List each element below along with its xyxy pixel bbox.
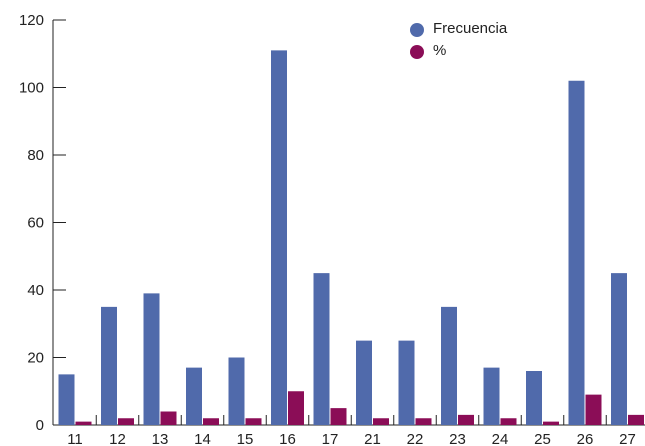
x-tick-label: 26 [577, 431, 594, 446]
bar-frecuencia [356, 340, 372, 425]
y-tick-label: 120 [19, 12, 44, 29]
legend-label: Frecuencia [433, 20, 508, 37]
bar-porcentaje [543, 421, 559, 425]
x-tick-label: 13 [152, 431, 169, 446]
bar-frecuencia [101, 306, 117, 425]
x-tick-label: 24 [492, 431, 509, 446]
x-tick-label: 23 [449, 431, 466, 446]
y-tick-label: 80 [27, 147, 44, 164]
bar-porcentaje [458, 414, 474, 425]
bar-porcentaje [628, 414, 644, 425]
y-tick-label: 20 [27, 350, 44, 367]
bar-frecuencia [313, 273, 330, 425]
bar-frecuencia [568, 80, 585, 425]
bar-porcentaje [373, 418, 389, 425]
bar-porcentaje [500, 418, 517, 425]
x-tick-label: 15 [237, 431, 254, 446]
bar-frecuencia [143, 293, 160, 425]
y-tick-label: 40 [27, 282, 44, 299]
bar-porcentaje [160, 411, 177, 425]
x-tick-label: 21 [364, 431, 381, 446]
x-tick-label: 17 [322, 431, 339, 446]
y-tick-label: 0 [36, 417, 44, 434]
bar-frecuencia [58, 374, 75, 425]
bar-porcentaje [330, 408, 347, 425]
bar-frecuencia [441, 306, 457, 425]
bar-frecuencia [483, 367, 500, 425]
legend: Frecuencia% [410, 20, 508, 59]
y-tick-label: 60 [27, 215, 44, 232]
bar-porcentaje [203, 418, 219, 425]
bar-frecuencia [228, 357, 245, 425]
x-tick-label: 14 [194, 431, 211, 446]
bar-frecuencia [186, 367, 202, 425]
axes: 0 20 40 60 80 100 120 11 12 13 14 15 16 17 21 22 23 24 25 2… [19, 12, 645, 446]
y-tick-label: 100 [19, 80, 44, 97]
legend-label: % [433, 42, 446, 59]
x-tick-label: 22 [407, 431, 424, 446]
legend-marker [410, 23, 424, 37]
bar-porcentaje [415, 418, 432, 425]
bar-porcentaje [245, 418, 262, 425]
legend-marker [410, 45, 424, 59]
x-tick-label: 27 [619, 431, 636, 446]
x-tick-label: 11 [67, 431, 83, 446]
x-tick-label: 16 [279, 431, 296, 446]
bar-frecuencia [271, 50, 287, 425]
x-tick-label: 25 [534, 431, 551, 446]
bar-porcentaje [288, 391, 304, 425]
bar-frecuencia [611, 273, 627, 425]
bar-porcentaje [585, 394, 602, 425]
bars [58, 50, 644, 425]
bar-porcentaje [118, 418, 134, 425]
x-tick-label: 12 [109, 431, 126, 446]
bar-frecuencia [398, 340, 415, 425]
bar-porcentaje [75, 421, 92, 425]
bar-frecuencia [526, 371, 542, 425]
